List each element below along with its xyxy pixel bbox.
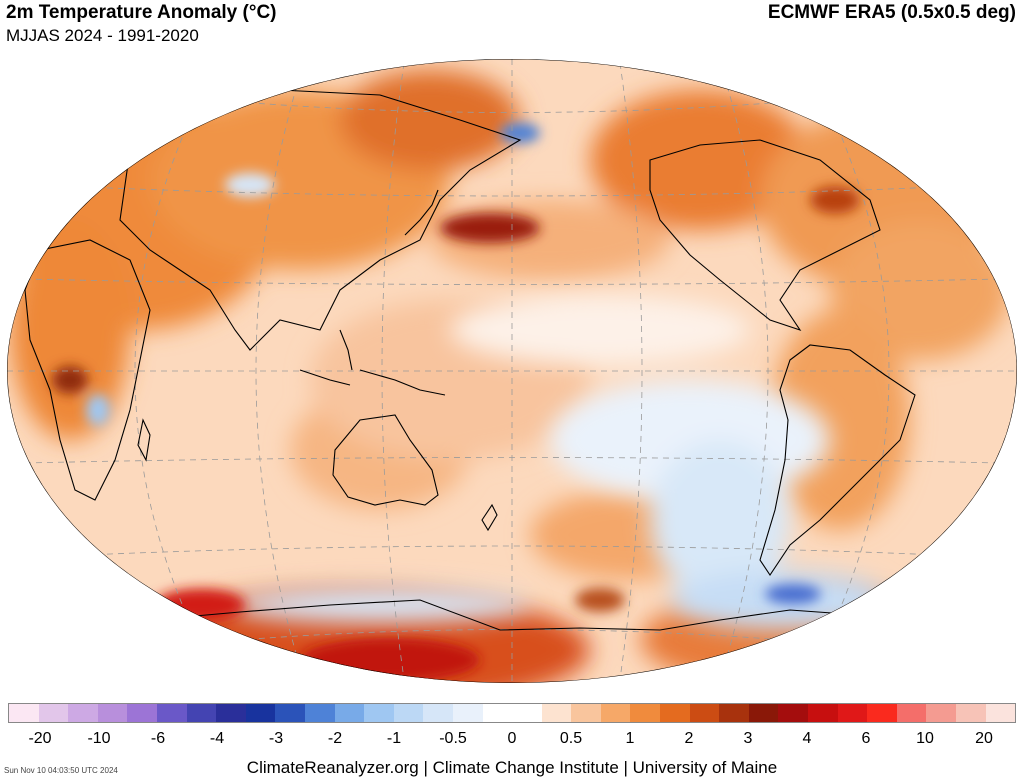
colorbar-tick-label: 3 [743,730,753,747]
colorbar-tick-label: -0.5 [439,730,467,747]
colorbar-segment [452,704,483,722]
colorbar-tick-label: 4 [802,730,812,747]
colorbar-segment [837,704,868,722]
colorbar-tick-label: -1 [386,730,402,747]
colorbar-tick-label: -6 [150,730,166,747]
colorbar-segment [423,704,453,722]
map-field [7,59,1017,683]
colorbar-tick-label: 2 [684,730,694,747]
colorbar-segment [630,704,661,722]
colorbar-segment [216,704,246,722]
coastlines [24,89,961,631]
colorbar-tick-label: 0 [507,730,517,747]
colorbar-segment [393,704,424,722]
colorbar-tick-label: -10 [87,730,111,747]
colorbar-segment [38,704,69,722]
colorbar-segment [778,704,809,722]
colorbar-tick-label: 20 [975,730,993,747]
colorbar-segment [156,704,187,722]
dataset-label: ECMWF ERA5 (0.5x0.5 deg) [767,2,1016,23]
map-title: 2m Temperature Anomaly (°C) [6,2,277,23]
colorbar-segment [896,704,927,722]
colorbar-tick-label: 0.5 [559,730,583,747]
colorbar-segment [364,704,394,722]
colorbar-tick-label: -2 [327,730,343,747]
colorbar-tick-label: 1 [625,730,635,747]
colorbar-segment [68,704,98,722]
colorbar-segment [304,704,335,722]
colorbar-segment [719,704,749,722]
colorbar-ticks: -20 -10 -6 -4 -3 -2 -1 -0.5 0 0.5 1 2 3 4 6 10 20 [8,730,1016,750]
colorbar-segment [689,704,720,722]
colorbar-tick-label: -20 [28,730,52,747]
colorbar-tick-label: 6 [861,730,871,747]
colorbar-segment [571,704,601,722]
colorbar-segment [808,704,838,722]
colorbar-segment [127,704,157,722]
map-subtitle: MJJAS 2024 - 1991-2020 [6,26,199,45]
colorbar-segment [482,704,513,722]
temperature-anomaly-map [7,59,1017,683]
colorbar-tick-label: -4 [209,730,225,747]
colorbar-segment [926,704,956,722]
colorbar-segment [985,704,1016,722]
colorbar-segment [334,704,365,722]
colorbar-segment [186,704,217,722]
colorbar-segment [97,704,128,722]
colorbar-segment [541,704,572,722]
colorbar-segment [748,704,779,722]
colorbar-tick-label: -3 [268,730,284,747]
colorbar-segment [660,704,690,722]
colorbar-segment [867,704,897,722]
colorbar-segment [512,704,542,722]
colorbar-segment [956,704,986,722]
colorbar-segment [9,704,39,722]
graticule [7,59,1017,683]
colorbar-tick-label: 10 [916,730,934,747]
colorbar-segment [600,704,631,722]
credit-line: ClimateReanalyzer.org | Climate Change I… [246,758,778,777]
render-timestamp: Sun Nov 10 04:03:50 UTC 2024 [4,766,118,775]
colorbar-segment [245,704,276,722]
colorbar-segment [275,704,305,722]
colorbar [8,703,1016,723]
